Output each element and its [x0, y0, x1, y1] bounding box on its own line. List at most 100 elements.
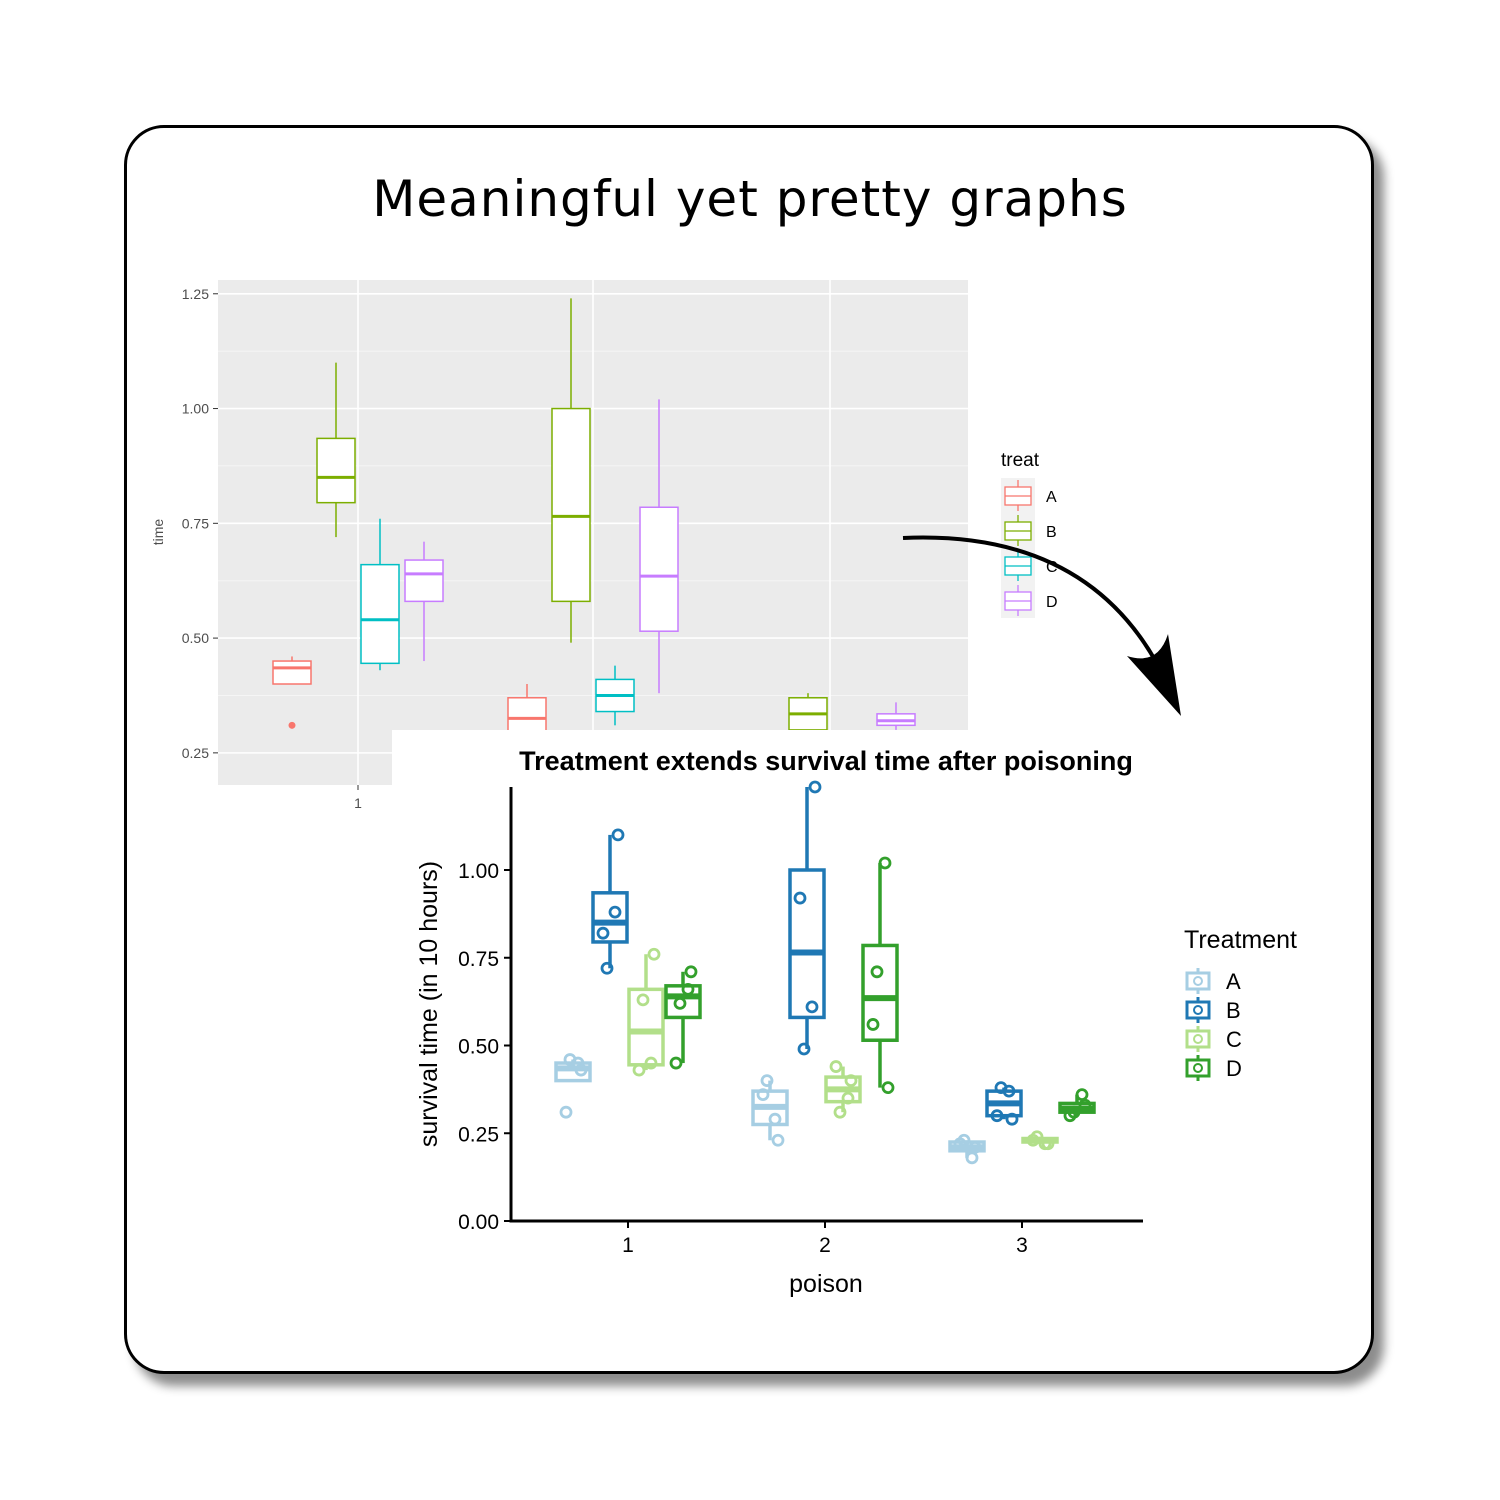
data-point — [673, 996, 687, 1010]
data-point — [644, 1056, 658, 1070]
data-point — [841, 1091, 855, 1105]
data-point — [636, 993, 650, 1007]
x-tick-label: 1 — [622, 1234, 634, 1257]
slide-title: Meaningful yet pretty graphs — [372, 170, 1128, 228]
box — [404, 559, 444, 603]
box — [591, 891, 629, 944]
data-point — [1041, 1137, 1055, 1151]
legend-key-point — [1193, 1005, 1203, 1015]
legend-key-box — [1185, 971, 1211, 991]
data-point — [833, 1105, 847, 1119]
x-tick-label: 3 — [1016, 1234, 1028, 1257]
data-point — [881, 1081, 895, 1095]
legend-key-box — [1185, 1058, 1211, 1078]
data-point — [1030, 1130, 1044, 1144]
box-poison1-treat-A — [554, 1053, 592, 1119]
box-poison1-treat-C — [360, 518, 400, 671]
chart-title: Treatment extends survival time after po… — [519, 746, 1133, 776]
box-poison3-treat-D — [1058, 1088, 1096, 1123]
data-point — [600, 961, 614, 975]
box-poison3-treat-C — [1021, 1130, 1059, 1151]
box-poison2-treat-C — [824, 1060, 862, 1119]
y-tick-label: 0.50 — [182, 630, 209, 646]
box-poison3-treat-D — [876, 702, 916, 730]
box-poison3-treat-B — [788, 693, 828, 735]
data-point — [768, 1112, 782, 1126]
legend-key-box — [1185, 1000, 1211, 1020]
y-tick-label: 0.25 — [182, 745, 209, 761]
x-axis-title: poison — [789, 1270, 863, 1298]
data-point — [968, 1140, 982, 1154]
legend-title: Treatment — [1184, 926, 1297, 954]
data-point — [574, 1063, 588, 1077]
legend-label: A — [1226, 969, 1241, 994]
data-point — [1067, 1105, 1081, 1119]
box — [316, 437, 356, 504]
box-poison2-treat-C — [595, 665, 635, 726]
data-point — [878, 856, 892, 870]
data-point — [805, 1000, 819, 1014]
box — [639, 506, 679, 632]
box-poison1-treat-D — [404, 541, 444, 662]
data-point — [1005, 1112, 1019, 1126]
legend-label: A — [1046, 489, 1057, 506]
data-point — [990, 1109, 1004, 1123]
box — [551, 407, 591, 603]
legend-title: treat — [1001, 450, 1040, 471]
data-point — [681, 982, 695, 996]
box-poison2-treat-A — [751, 1074, 789, 1147]
x-tick-label: 1 — [354, 795, 362, 811]
data-point — [756, 1088, 770, 1102]
legend-label: C — [1226, 1027, 1242, 1052]
legend-label: C — [1046, 559, 1058, 576]
legend-key-box — [1185, 1029, 1211, 1049]
y-tick-label: 0.50 — [458, 1036, 499, 1059]
data-point — [1078, 1098, 1092, 1112]
y-tick-label: 0.75 — [182, 515, 209, 531]
data-point — [994, 1081, 1008, 1095]
legend-label: B — [1226, 998, 1241, 1023]
box-poison1-treat-D — [664, 965, 702, 1070]
box-poison1-treat-A — [272, 656, 312, 729]
data-point — [829, 1060, 843, 1073]
data-point — [844, 1074, 858, 1087]
box-poison2-treat-B — [788, 780, 826, 1056]
box-poison3-treat-B — [985, 1081, 1023, 1126]
legend-key-point — [1193, 1063, 1203, 1073]
y-tick-label: 0.75 — [458, 948, 499, 971]
data-point — [647, 947, 661, 961]
data-point — [771, 1133, 785, 1147]
x-tick-label: 2 — [819, 1234, 831, 1257]
data-point — [793, 891, 807, 905]
data-point — [563, 1053, 577, 1066]
y-axis-title: survival time (in 10 hours) — [415, 861, 443, 1147]
y-axis-title: time — [150, 519, 166, 546]
legend-label: D — [1046, 594, 1058, 611]
legend-label: B — [1046, 524, 1057, 541]
box — [788, 868, 826, 1020]
data-point — [611, 828, 625, 842]
outlier-point — [288, 721, 296, 729]
y-tick-label: 1.00 — [458, 860, 499, 883]
box-poison1-treat-B — [316, 362, 356, 538]
legend-key-point — [1193, 1034, 1203, 1044]
data-point — [870, 965, 884, 979]
data-point — [632, 1063, 646, 1077]
box — [627, 987, 665, 1067]
box-poison3-treat-A — [948, 1133, 986, 1165]
data-point — [608, 905, 622, 919]
data-point — [866, 1018, 880, 1031]
data-point — [957, 1133, 971, 1147]
box-poison1-treat-C — [627, 947, 665, 1077]
data-point — [669, 1056, 683, 1070]
data-point — [808, 780, 822, 794]
y-tick-label: 1.00 — [182, 401, 209, 417]
box-poison1-treat-B — [591, 828, 629, 975]
data-point — [760, 1074, 774, 1087]
y-tick-label: 0.00 — [458, 1211, 499, 1234]
legend-label: D — [1226, 1056, 1242, 1081]
box — [360, 563, 400, 665]
